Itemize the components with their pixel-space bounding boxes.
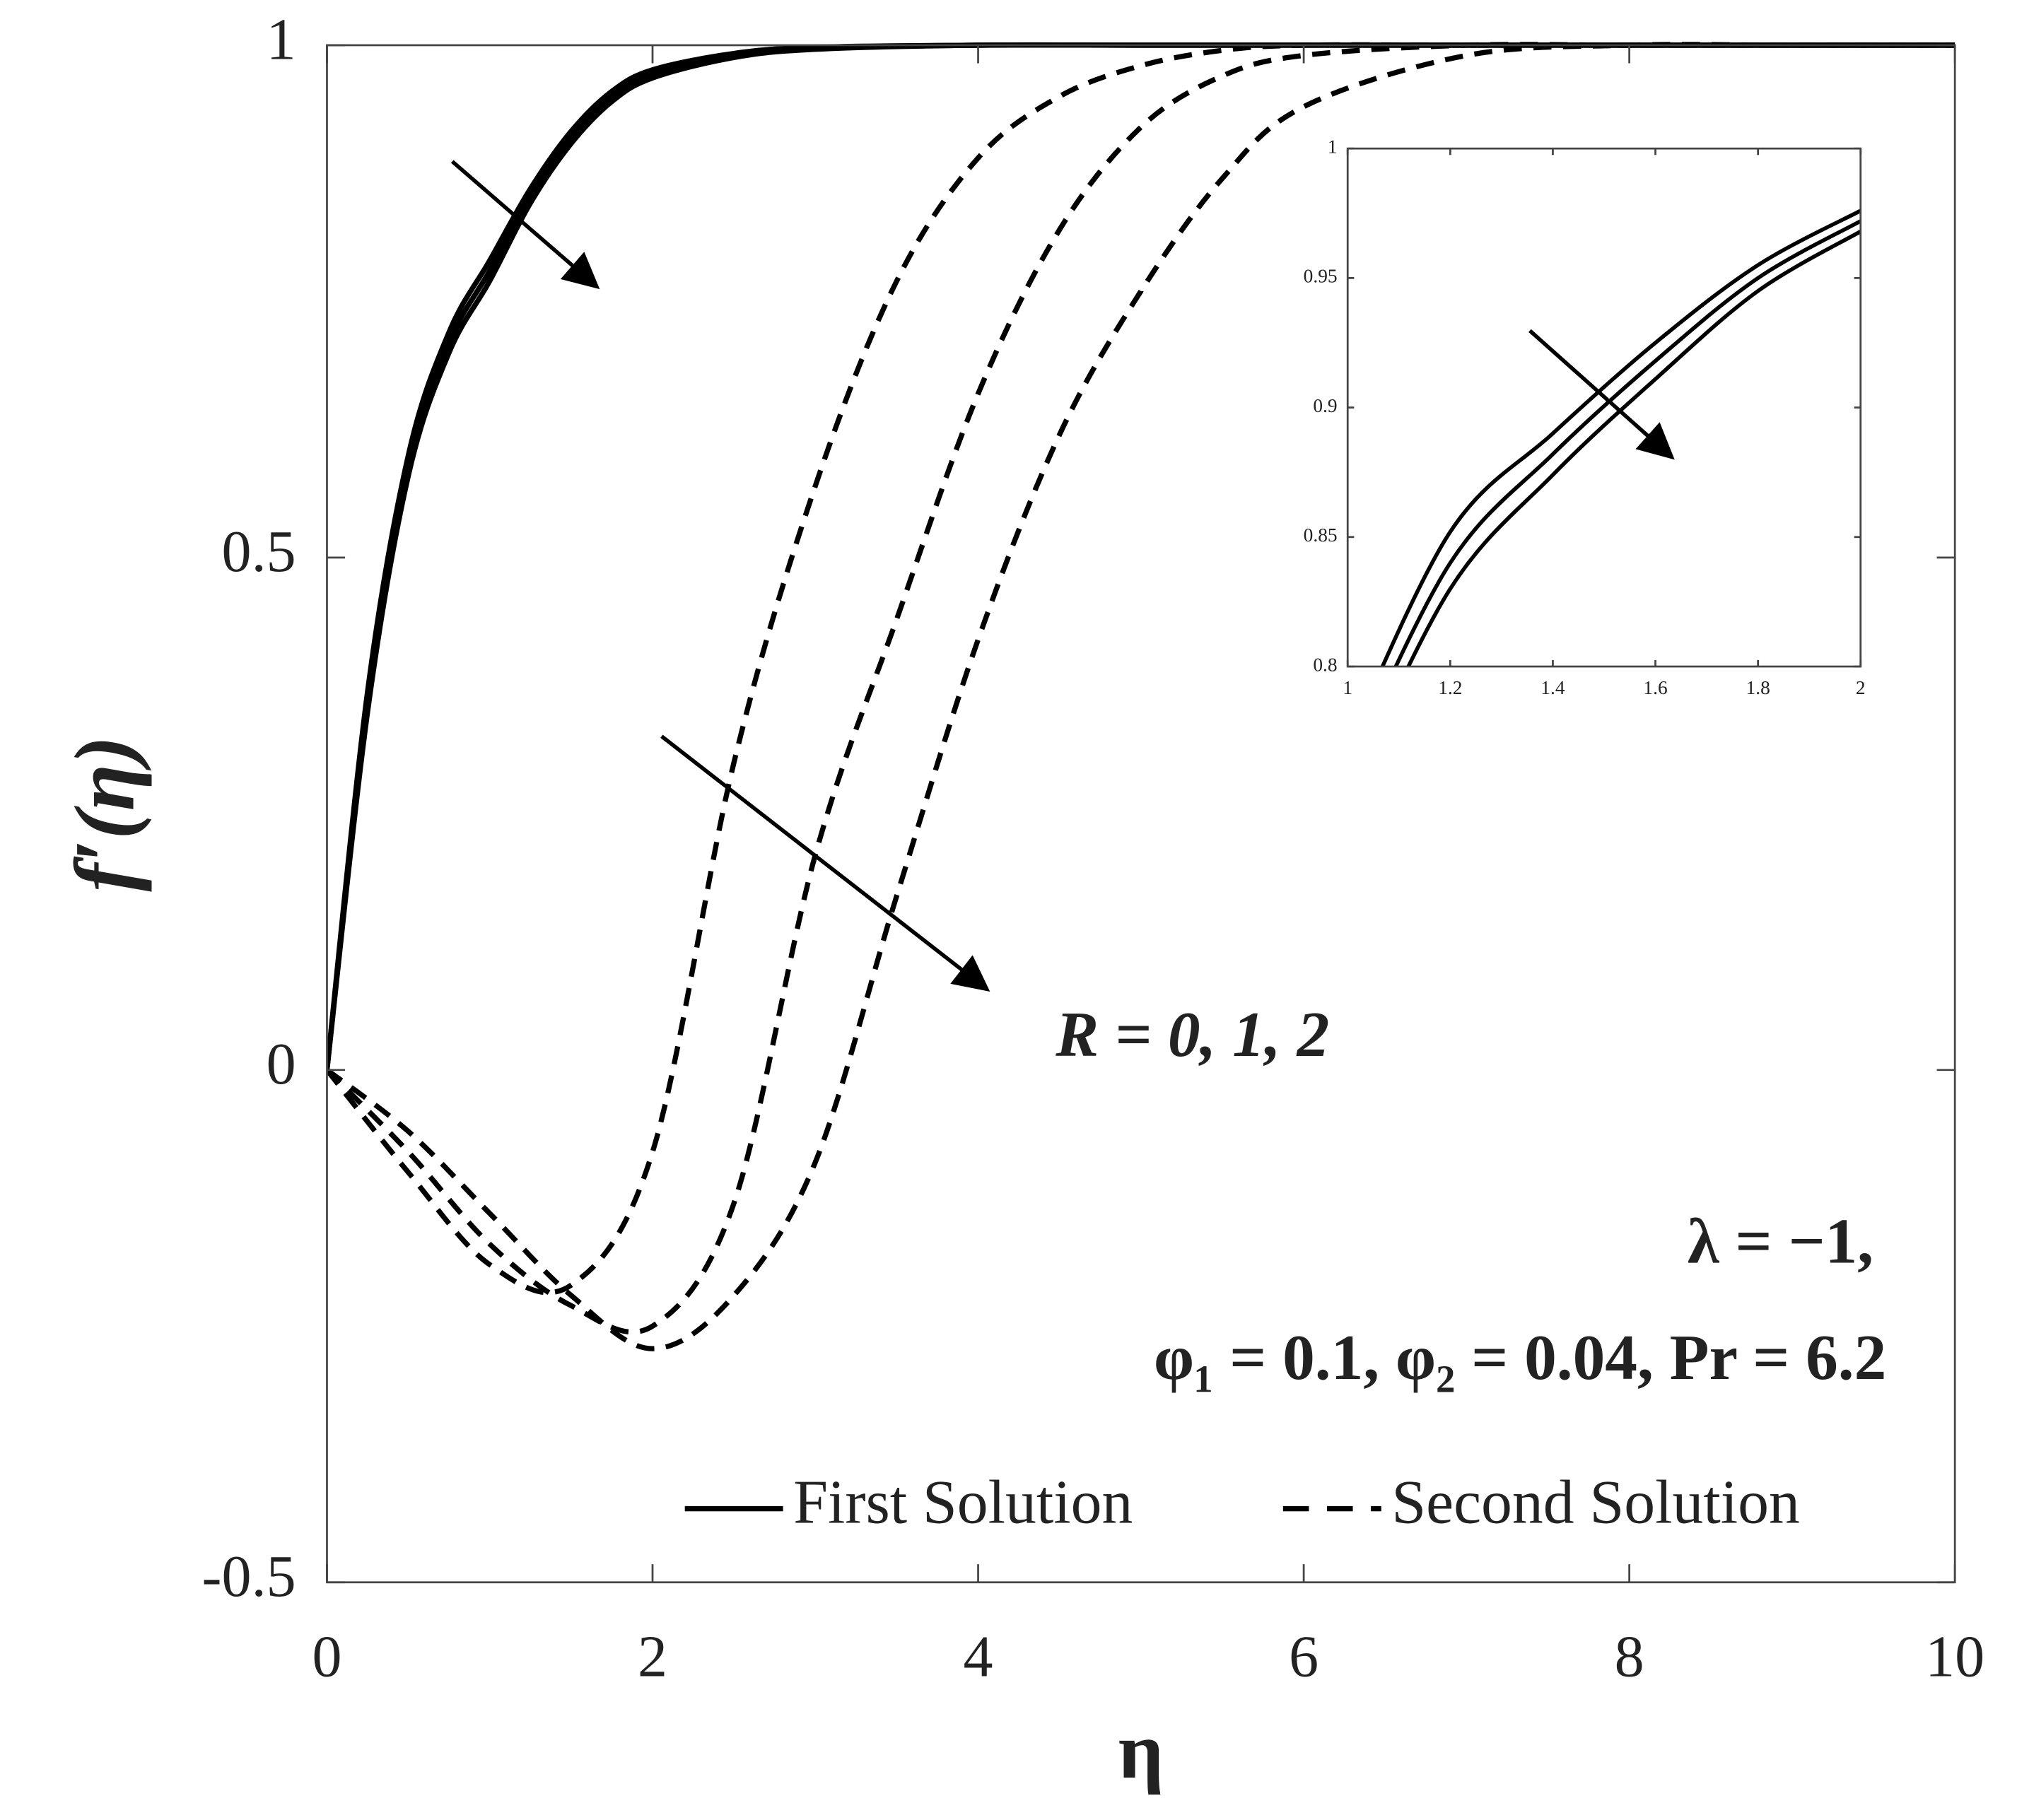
x-tick-label: 6 xyxy=(1289,1624,1319,1689)
y-tick-label: 0.8 xyxy=(1313,654,1337,675)
x-tick-label: 10 xyxy=(1925,1624,1984,1689)
x-tick-label: 2 xyxy=(1856,677,1866,698)
y-axis-label: f′(η) xyxy=(59,736,153,892)
x-tick-label: 2 xyxy=(638,1624,667,1689)
y-tick-label: -0.5 xyxy=(202,1544,296,1609)
x-tick-label: 1.6 xyxy=(1643,677,1667,698)
x-tick-label: 1.4 xyxy=(1540,677,1565,698)
dashed-line xyxy=(327,42,1955,1351)
plot-frame xyxy=(326,44,1956,1584)
arrow xyxy=(1528,329,1675,460)
y-tick-label: 0.9 xyxy=(1313,395,1337,416)
arrow xyxy=(450,160,600,290)
x-tick-label: 8 xyxy=(1615,1624,1644,1689)
y-tick-label: 1 xyxy=(267,6,296,72)
x-tick-label: 1.8 xyxy=(1746,677,1770,698)
annotation: λ = −1, xyxy=(1688,1205,1873,1276)
arrow xyxy=(660,734,990,992)
solid-line xyxy=(1406,230,1861,667)
y-tick-label: 0 xyxy=(267,1031,296,1097)
x-tick-label: 4 xyxy=(964,1624,993,1689)
solid-line xyxy=(1380,209,1861,667)
x-tick-label: 1 xyxy=(1343,677,1352,698)
y-tick-label: 1 xyxy=(1328,136,1338,157)
annotation: R = 0, 1, 2 xyxy=(1055,999,1329,1070)
x-tick-label: 1.2 xyxy=(1438,677,1462,698)
y-tick-label: 0.5 xyxy=(222,519,296,585)
legend-label: First Solution xyxy=(793,1468,1133,1537)
legend-label: Second Solution xyxy=(1391,1468,1800,1537)
x-axis-label: η xyxy=(1118,1706,1164,1795)
solid-line xyxy=(1393,219,1861,667)
y-tick-label: 0.95 xyxy=(1304,266,1338,287)
y-tick-label: 0.85 xyxy=(1304,524,1338,546)
annotation: φ₁ = 0.1, φ₂ = 0.04, Pr = 6.2 xyxy=(1154,1322,1886,1393)
inset-plot: 1 1.2 1.4 1.6 1.8 2 0.8 0.85 0.9 0.95 1 xyxy=(1304,136,1866,698)
x-tick-label: 0 xyxy=(312,1624,341,1689)
